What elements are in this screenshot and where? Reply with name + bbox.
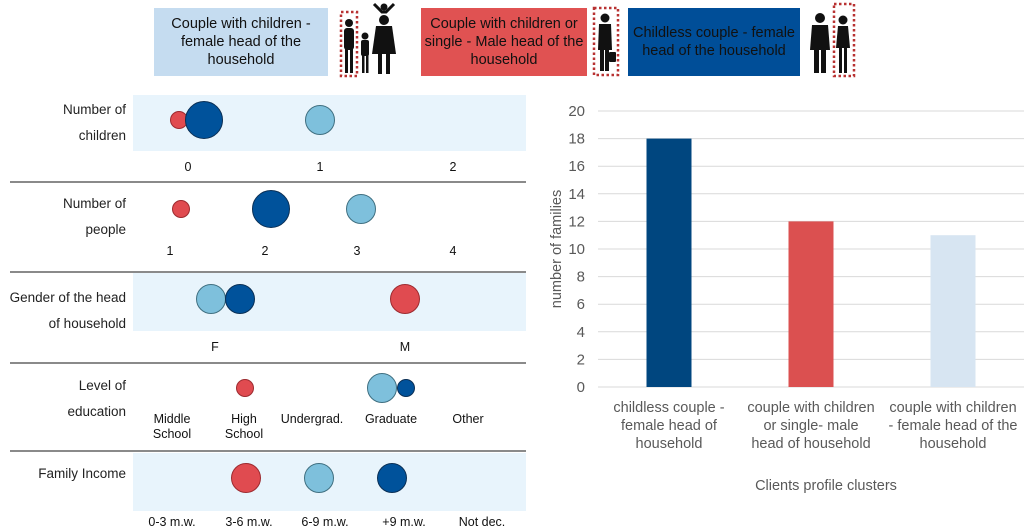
profile-bubble xyxy=(236,379,254,397)
y-tick-label: 16 xyxy=(568,158,585,175)
y-axis-label: number of families xyxy=(549,190,565,308)
legend-label: Couple with children - female head of th… xyxy=(171,16,311,68)
row-tick-label: 1 xyxy=(316,160,324,174)
row-label: Number of children xyxy=(62,102,126,143)
x-tick-label: - female head of the xyxy=(889,418,1018,434)
profile-bubble xyxy=(225,284,255,314)
profile-bubble xyxy=(231,463,261,493)
row-tick-label: 2 xyxy=(449,160,457,174)
x-tick-label: childless couple - xyxy=(613,400,724,416)
profile-bubble-matrix: Number of children 0 1 2 Number of people 1 2 3 4 G… xyxy=(9,95,526,529)
row-label: Family Income xyxy=(38,466,126,481)
row-tick-label: 4 xyxy=(449,244,457,258)
x-tick-label: couple with children xyxy=(747,400,874,416)
row-tick-label: 1 xyxy=(166,244,174,258)
y-tick-label: 12 xyxy=(568,213,585,230)
profile-bubble xyxy=(390,284,420,314)
x-tick-label: head of household xyxy=(751,436,870,452)
row-tick-label: F xyxy=(211,340,219,354)
bar xyxy=(646,138,692,387)
row-separator xyxy=(10,271,526,273)
row-tick-label: 2 xyxy=(261,244,269,258)
row-label: Level of education xyxy=(67,378,126,419)
x-tick-label: female head of xyxy=(621,418,718,434)
family-silhouette-icon xyxy=(339,2,396,78)
row-separator xyxy=(10,362,526,364)
profile-bubble xyxy=(252,190,290,228)
row-separator xyxy=(10,450,526,452)
bar-chart: 0 2 4 6 8 10 12 14 16 18 20 childless couple - femal… xyxy=(549,103,1024,494)
man-with-bag-silhouette-icon xyxy=(592,6,620,77)
profile-bubble xyxy=(346,194,376,224)
row-band xyxy=(133,273,526,331)
row-tick-label: Not dec. xyxy=(458,515,506,529)
legend-label: Childless couple - female head of the ho… xyxy=(633,25,795,59)
x-tick-label: or single- male xyxy=(763,418,858,434)
row-separator xyxy=(10,181,526,183)
legend-item-male-head: Couple with children or single - Male he… xyxy=(421,8,587,76)
row-tick-label: 3-6 m.w. xyxy=(225,515,273,529)
bar xyxy=(930,235,976,387)
x-tick-label: household xyxy=(636,436,703,452)
profile-bubble xyxy=(196,284,226,314)
profile-bubble xyxy=(185,101,223,139)
x-tick-label: household xyxy=(920,436,987,452)
row-tick-label: M xyxy=(399,340,411,354)
legend-label: Couple with children or single - Male he… xyxy=(424,16,584,68)
profile-bubble xyxy=(377,463,407,493)
profile-bubble xyxy=(367,373,397,403)
y-tick-label: 20 xyxy=(568,103,585,120)
row-tick-label: Graduate xyxy=(364,412,418,426)
y-tick-label: 2 xyxy=(577,351,585,368)
profile-bubble xyxy=(304,463,334,493)
legend-item-childless-female: Childless couple - female head of the ho… xyxy=(628,8,800,76)
x-axis-label: Clients profile clusters xyxy=(755,478,897,494)
y-tick-label: 4 xyxy=(577,324,585,341)
row-label: Gender of the head of household xyxy=(9,290,126,331)
row-tick-label: High School xyxy=(224,412,264,441)
row-tick-label: Undergrad. xyxy=(280,412,344,426)
row-tick-label: 3 xyxy=(353,244,361,258)
row-tick-label: Other xyxy=(452,412,484,426)
y-tick-label: 0 xyxy=(577,379,585,396)
profile-bubble xyxy=(305,105,335,135)
row-label: Number of people xyxy=(62,196,126,237)
y-tick-label: 6 xyxy=(577,296,585,313)
row-tick-label: 0-3 m.w. xyxy=(148,515,196,529)
y-tick-label: 18 xyxy=(568,131,585,148)
row-tick-label: 0 xyxy=(184,160,192,174)
profile-bubble xyxy=(172,200,190,218)
y-tick-label: 10 xyxy=(568,241,585,258)
y-tick-label: 14 xyxy=(568,186,585,203)
legend-item-couple-children-female: Couple with children - female head of th… xyxy=(154,8,328,76)
bar xyxy=(788,221,834,387)
profile-bubble xyxy=(397,379,415,397)
row-tick-label: Middle School xyxy=(152,412,192,441)
couple-silhouette-icon xyxy=(810,2,856,78)
row-tick-label: +9 m.w. xyxy=(382,515,426,529)
x-tick-label: couple with children xyxy=(889,400,1016,416)
y-tick-label: 8 xyxy=(577,269,585,286)
row-tick-label: 6-9 m.w. xyxy=(301,515,349,529)
